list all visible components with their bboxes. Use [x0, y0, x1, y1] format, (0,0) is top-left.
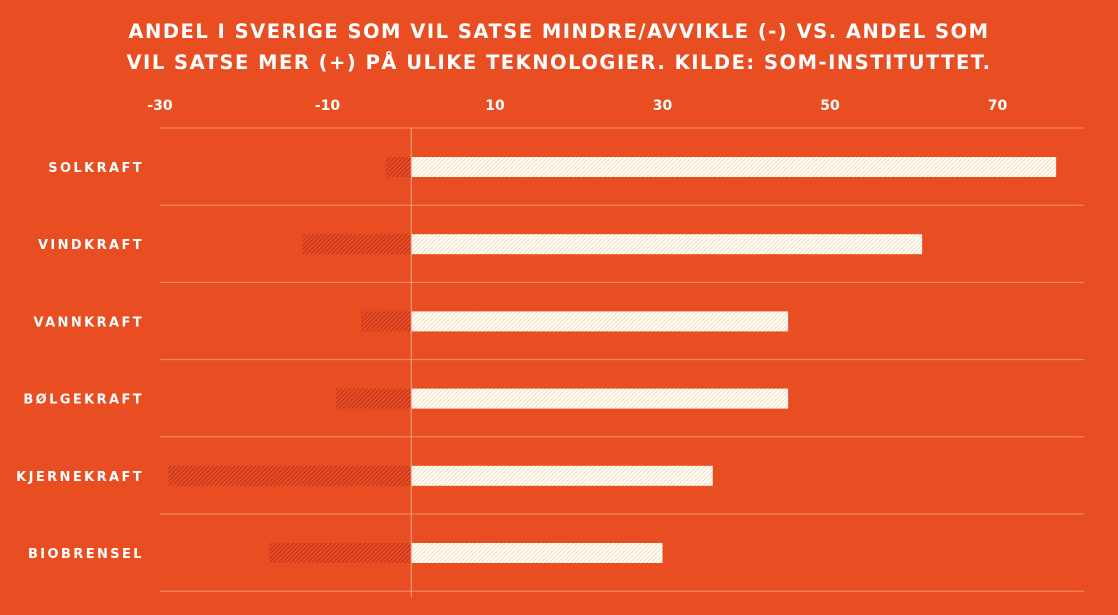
bars [168, 157, 1057, 563]
bar-negative-vannkraft [361, 311, 412, 332]
bar-negative-biobrensel [268, 543, 412, 563]
x-tick-label-4: 50 [820, 98, 840, 114]
x-tick-label-0: -30 [147, 98, 173, 114]
bar-negative-bolgekraft [335, 388, 412, 409]
x-tick-label-3: 30 [653, 98, 673, 114]
grid-lines [160, 127, 1084, 592]
bar-negative-solkraft [386, 157, 412, 177]
category-label-biobrensel: BIOBRENSEL [28, 547, 144, 562]
bar-positive-solkraft [411, 157, 1057, 177]
bar-positive-kjernekraft [411, 465, 713, 486]
category-label-bolgekraft: BØLGEKRAFT [23, 393, 144, 408]
x-tick-label-2: 10 [485, 98, 505, 114]
bar-negative-kjernekraft [168, 465, 412, 486]
chart-title-line-2: VIL SATSE MER (+) PÅ ULIKE TEKNOLOGIER. … [126, 50, 991, 74]
category-labels: SOLKRAFT VINDKRAFT VANNKRAFT BØLGEKRAFT KJER… [16, 161, 145, 562]
x-axis-ticks: -30 -10 10 30 50 70 [147, 98, 1007, 114]
category-label-kjernekraft: KJERNEKRAFT [16, 470, 144, 485]
bar-positive-bolgekraft [411, 388, 789, 409]
x-tick-label-5: 70 [988, 98, 1008, 114]
bar-positive-biobrensel [411, 543, 663, 563]
category-label-vindkraft: VINDKRAFT [38, 238, 144, 253]
bar-positive-vannkraft [411, 311, 789, 332]
category-label-solkraft: SOLKRAFT [48, 161, 144, 176]
chart-title-line-1: ANDEL I SVERIGE SOM VIL SATSE MINDRE/AVV… [128, 20, 989, 43]
bar-positive-vindkraft [411, 234, 923, 255]
x-tick-label-1: -10 [315, 98, 341, 114]
category-label-vannkraft: VANNKRAFT [34, 315, 145, 330]
bar-negative-vindkraft [302, 234, 412, 255]
